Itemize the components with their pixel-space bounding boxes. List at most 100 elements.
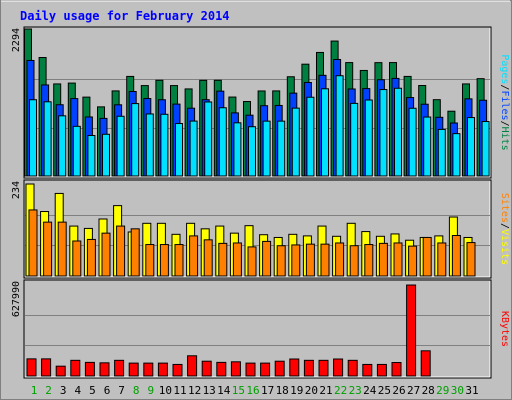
pages-bar bbox=[364, 99, 373, 177]
panel-frame bbox=[23, 279, 492, 379]
kbytes-bar bbox=[55, 365, 66, 377]
day-label: 22 bbox=[334, 384, 347, 397]
pages-bar bbox=[116, 115, 125, 177]
chart-title: Daily usage for February 2014 bbox=[20, 9, 230, 23]
sites-bar bbox=[28, 209, 38, 277]
day-label: 1 bbox=[31, 384, 38, 397]
pages-bar bbox=[160, 113, 169, 177]
day-label: 26 bbox=[392, 384, 405, 397]
day-label: 12 bbox=[188, 384, 201, 397]
sites-bar bbox=[218, 242, 228, 277]
pages-bar bbox=[72, 125, 81, 177]
kbytes-bar bbox=[260, 362, 271, 377]
legend-entry: Visits bbox=[499, 229, 510, 265]
day-label: 8 bbox=[133, 384, 140, 397]
sites-bar bbox=[393, 242, 403, 277]
kbytes-bar bbox=[70, 359, 81, 377]
pages-bar bbox=[248, 126, 256, 177]
pages-bar bbox=[43, 101, 52, 177]
day-label: 31 bbox=[465, 384, 478, 397]
pages-bar bbox=[408, 107, 417, 177]
legend-entry: / bbox=[499, 223, 510, 229]
pages-bar bbox=[467, 117, 475, 177]
pages-bar bbox=[277, 120, 286, 177]
kbytes-panel: 627990 KBytes bbox=[11, 279, 510, 379]
legend-entry: Pages bbox=[499, 54, 510, 84]
kbytes-bar bbox=[41, 358, 52, 377]
kbytes-bar bbox=[26, 358, 37, 377]
day-label: 24 bbox=[363, 384, 377, 397]
day-label: 25 bbox=[378, 384, 391, 397]
sites-bar bbox=[378, 242, 388, 277]
pages-bar bbox=[29, 99, 37, 177]
pages-bar bbox=[218, 107, 227, 177]
pages-bar bbox=[233, 122, 242, 177]
kbytes-bar bbox=[245, 362, 256, 377]
legend-entry: Hits bbox=[499, 127, 510, 151]
day-label: 28 bbox=[422, 384, 435, 397]
day-label: 21 bbox=[319, 384, 332, 397]
pages-bar bbox=[102, 133, 110, 177]
kbytes-bar bbox=[420, 350, 431, 377]
legend: Sites/Visits bbox=[499, 193, 510, 265]
day-label: 10 bbox=[159, 384, 172, 397]
sites-bar bbox=[247, 246, 257, 277]
sites-bar bbox=[101, 232, 111, 277]
pages-bar bbox=[335, 75, 344, 177]
pages-bar bbox=[452, 133, 461, 177]
kbytes-bar bbox=[333, 358, 344, 377]
sites-bar bbox=[276, 245, 286, 277]
sites-bar bbox=[189, 235, 199, 277]
day-label: 30 bbox=[451, 384, 464, 397]
sites-bar bbox=[72, 240, 82, 277]
kbytes-bar bbox=[128, 362, 139, 377]
sites-bar bbox=[116, 225, 126, 277]
kbytes-bar bbox=[230, 361, 241, 377]
kbytes-bar bbox=[391, 362, 402, 377]
kbytes-bar bbox=[84, 361, 95, 377]
day-label: 4 bbox=[74, 384, 81, 397]
sites-bar bbox=[232, 242, 242, 277]
day-label: 14 bbox=[217, 384, 231, 397]
day-label: 29 bbox=[436, 384, 449, 397]
pages-bar bbox=[350, 102, 359, 177]
kbytes-bar bbox=[303, 359, 314, 377]
pages-bar bbox=[394, 87, 402, 177]
sites-bar bbox=[130, 228, 140, 277]
pages-bar bbox=[145, 113, 154, 177]
y-max-label: 627990 bbox=[11, 281, 22, 317]
kbytes-bar bbox=[157, 362, 168, 377]
pages-bar bbox=[291, 107, 300, 177]
pages-bar bbox=[321, 88, 329, 177]
legend: Pages/Files/Hits bbox=[499, 54, 510, 150]
pages-bar bbox=[131, 103, 140, 177]
sites-bar bbox=[262, 240, 272, 277]
sites-bar bbox=[57, 221, 67, 277]
kbytes-bar bbox=[114, 359, 125, 377]
day-label: 11 bbox=[173, 384, 186, 397]
kbytes-bar bbox=[187, 355, 198, 377]
sites-bar bbox=[159, 244, 169, 277]
sites-bar bbox=[203, 239, 213, 277]
kbytes-bar bbox=[172, 363, 183, 377]
legend-entry: Files bbox=[499, 90, 510, 120]
sites-bar bbox=[422, 236, 432, 277]
day-label: 17 bbox=[261, 384, 274, 397]
sites-bar bbox=[305, 243, 315, 277]
panel-frame bbox=[23, 179, 492, 279]
kbytes-bar bbox=[376, 363, 387, 377]
kbytes-bar bbox=[201, 360, 212, 377]
legend: KBytes bbox=[499, 311, 510, 347]
day-label: 15 bbox=[232, 384, 245, 397]
day-label: 7 bbox=[118, 384, 125, 397]
pages-bar bbox=[379, 89, 388, 177]
sites-bar bbox=[174, 244, 184, 277]
day-label: 16 bbox=[246, 384, 259, 397]
kbytes-bar bbox=[99, 362, 110, 377]
pages-bar bbox=[306, 96, 315, 177]
kbytes-bar bbox=[406, 284, 417, 377]
legend-entry: Sites bbox=[499, 193, 510, 223]
kbytes-bar bbox=[143, 362, 154, 377]
